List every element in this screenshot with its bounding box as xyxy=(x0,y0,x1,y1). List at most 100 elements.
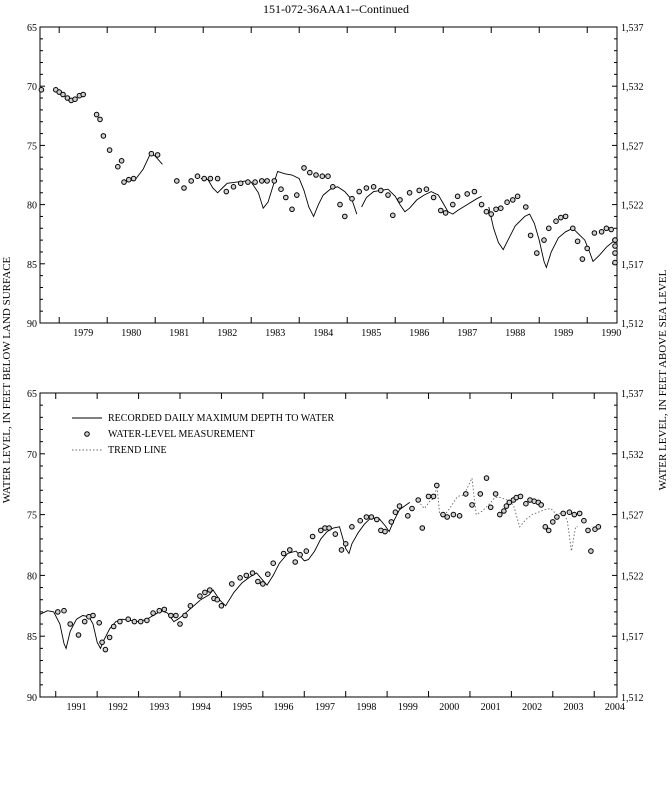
panel-1-measurement-point xyxy=(106,147,113,153)
panel-1-x-tick-label: 1979 xyxy=(73,328,93,339)
panel-1-measurement-point xyxy=(558,214,564,221)
panel-2-x-tick-label: 1998 xyxy=(356,702,376,713)
panel-2-x-tick-label: 2001 xyxy=(481,702,501,713)
panel-1-y2-tick-label: 1,532 xyxy=(621,82,644,93)
panel-1-measurement-point xyxy=(612,259,618,266)
panel-2-measurement-point xyxy=(173,612,179,619)
panel-2-y-tick-label: 65 xyxy=(27,389,37,400)
panel-2-measurement-point xyxy=(187,603,194,609)
panel-2-measurement-point xyxy=(585,527,591,534)
panel-1-measurement-point xyxy=(603,225,610,232)
panel-1-measurement-point xyxy=(207,175,214,182)
panel-1-y-tick-label: 80 xyxy=(27,201,37,212)
panel-2-measurement-point xyxy=(214,596,221,603)
panel-1-measurement-point xyxy=(584,245,591,252)
panel-2-measurement-point xyxy=(487,504,494,511)
legend-circle-symbol xyxy=(84,431,90,437)
panel-2-y-tick-label: 80 xyxy=(27,571,37,582)
panel-1-measurement-point xyxy=(562,213,569,220)
panel-2-x-tick-label: 1999 xyxy=(398,702,418,713)
panel-2-measurement-point xyxy=(255,578,261,585)
panel-2-measurement-point xyxy=(538,502,545,508)
panel-2-measurement-point xyxy=(338,547,345,553)
panel-1-measurement-point xyxy=(237,180,244,187)
panel-2-measurement-point xyxy=(202,589,208,596)
panel-2-measurement-point xyxy=(309,533,316,540)
panel-1-y2-tick-label: 1,517 xyxy=(621,260,644,271)
panel-1-measurement-point xyxy=(80,91,86,98)
panel-2-measurement-point xyxy=(67,621,73,627)
panel-2-measurement-point xyxy=(430,493,437,500)
panel-2-measurement-point xyxy=(342,541,349,547)
panel-1-measurement-point xyxy=(471,188,478,195)
panel-2-measurement-point xyxy=(182,612,188,619)
panel-1-daily-max-line xyxy=(200,170,358,218)
panel-1-daily-max-line xyxy=(361,188,482,215)
panel-2-measurement-point xyxy=(168,612,174,619)
panel-2-measurement-point xyxy=(588,548,594,554)
panel-1-measurement-point xyxy=(259,178,265,184)
panel-1-measurement-point xyxy=(553,218,559,224)
panel-1-measurement-point xyxy=(514,193,521,200)
panel-2-measurement-point xyxy=(102,646,109,653)
panel-1-x-tick-label: 1988 xyxy=(505,328,525,339)
page-title: 151-072-36AAA1--Continued xyxy=(263,2,409,16)
panel-2-measurement-point xyxy=(61,607,67,614)
panel-1-measurement-point xyxy=(454,193,461,200)
panel-2-measurement-point xyxy=(368,514,375,520)
panel-2-measurement-point xyxy=(492,491,499,497)
panel-2-measurement-point xyxy=(237,575,243,581)
panel-1-measurement-point xyxy=(201,175,207,182)
panel-1-measurement-point xyxy=(523,204,529,210)
panel-1-measurement-point xyxy=(319,173,326,179)
panel-1-measurement-point xyxy=(612,243,618,249)
panel-1-measurement-point xyxy=(498,205,504,211)
panel-2-measurement-point xyxy=(292,559,299,565)
panel-1-measurement-point xyxy=(294,192,300,198)
panel-1-measurement-point xyxy=(264,178,270,184)
panel-2-measurement-point xyxy=(357,517,364,524)
panel-1-measurement-point xyxy=(100,133,107,139)
panel-2-measurement-point xyxy=(382,528,388,535)
panel-2-measurement-point xyxy=(415,497,422,503)
panel-2-measurement-point xyxy=(571,511,578,518)
panel-1-measurement-point xyxy=(438,207,444,214)
panel-1-x-tick-label: 1987 xyxy=(457,328,477,339)
panel-2-measurement-point xyxy=(503,503,510,509)
panel-2-y-tick-label: 85 xyxy=(27,632,37,643)
panel-1-measurement-point xyxy=(488,211,495,217)
panel-2-measurement-point xyxy=(243,572,250,579)
panel-2-measurement-point xyxy=(249,570,256,576)
panel-2-y2-tick-label: 1,532 xyxy=(621,450,644,461)
panel-1-measurement-point xyxy=(397,197,403,203)
panel-2-measurement-point xyxy=(144,617,150,624)
panel-1-measurement-point xyxy=(223,188,230,195)
panel-1-measurement-point xyxy=(356,188,363,195)
panel-2-measurement-point xyxy=(161,606,168,613)
panel-1-measurement-point xyxy=(598,229,605,235)
panel-1-x-tick-label: 1980 xyxy=(121,328,141,339)
panel-1-measurement-point xyxy=(188,178,194,184)
panel-1-measurement-point xyxy=(72,96,78,102)
panel-1-x-tick-label: 1982 xyxy=(217,328,237,339)
panel-2-measurement-point xyxy=(280,550,287,557)
panel-1-measurement-point xyxy=(464,191,471,197)
panel-1-measurement-point xyxy=(148,150,155,157)
panel-2-measurement-point xyxy=(469,502,475,508)
legend-label: TREND LINE xyxy=(108,445,167,456)
panel-1-x-tick-label: 1990 xyxy=(601,328,621,339)
panel-2-measurement-point xyxy=(150,610,156,616)
panel-1-x-tick-label: 1989 xyxy=(553,328,573,339)
legend-label: WATER-LEVEL MEASUREMENT xyxy=(108,429,255,440)
panel-1-measurement-point xyxy=(283,194,289,201)
panel-1-y-tick-label: 70 xyxy=(27,82,37,93)
panel-2-measurement-point xyxy=(207,587,213,593)
panel-2-measurement-point xyxy=(409,505,415,512)
panel-1-measurement-point xyxy=(130,175,137,182)
panel-2-x-tick-label: 1993 xyxy=(149,702,169,713)
panel-2-measurement-point xyxy=(566,509,573,516)
panel-1-y2-tick-label: 1,512 xyxy=(621,319,644,330)
panel-2-y2-tick-label: 1,522 xyxy=(621,571,644,582)
panel-1-x-tick-label: 1981 xyxy=(169,328,189,339)
